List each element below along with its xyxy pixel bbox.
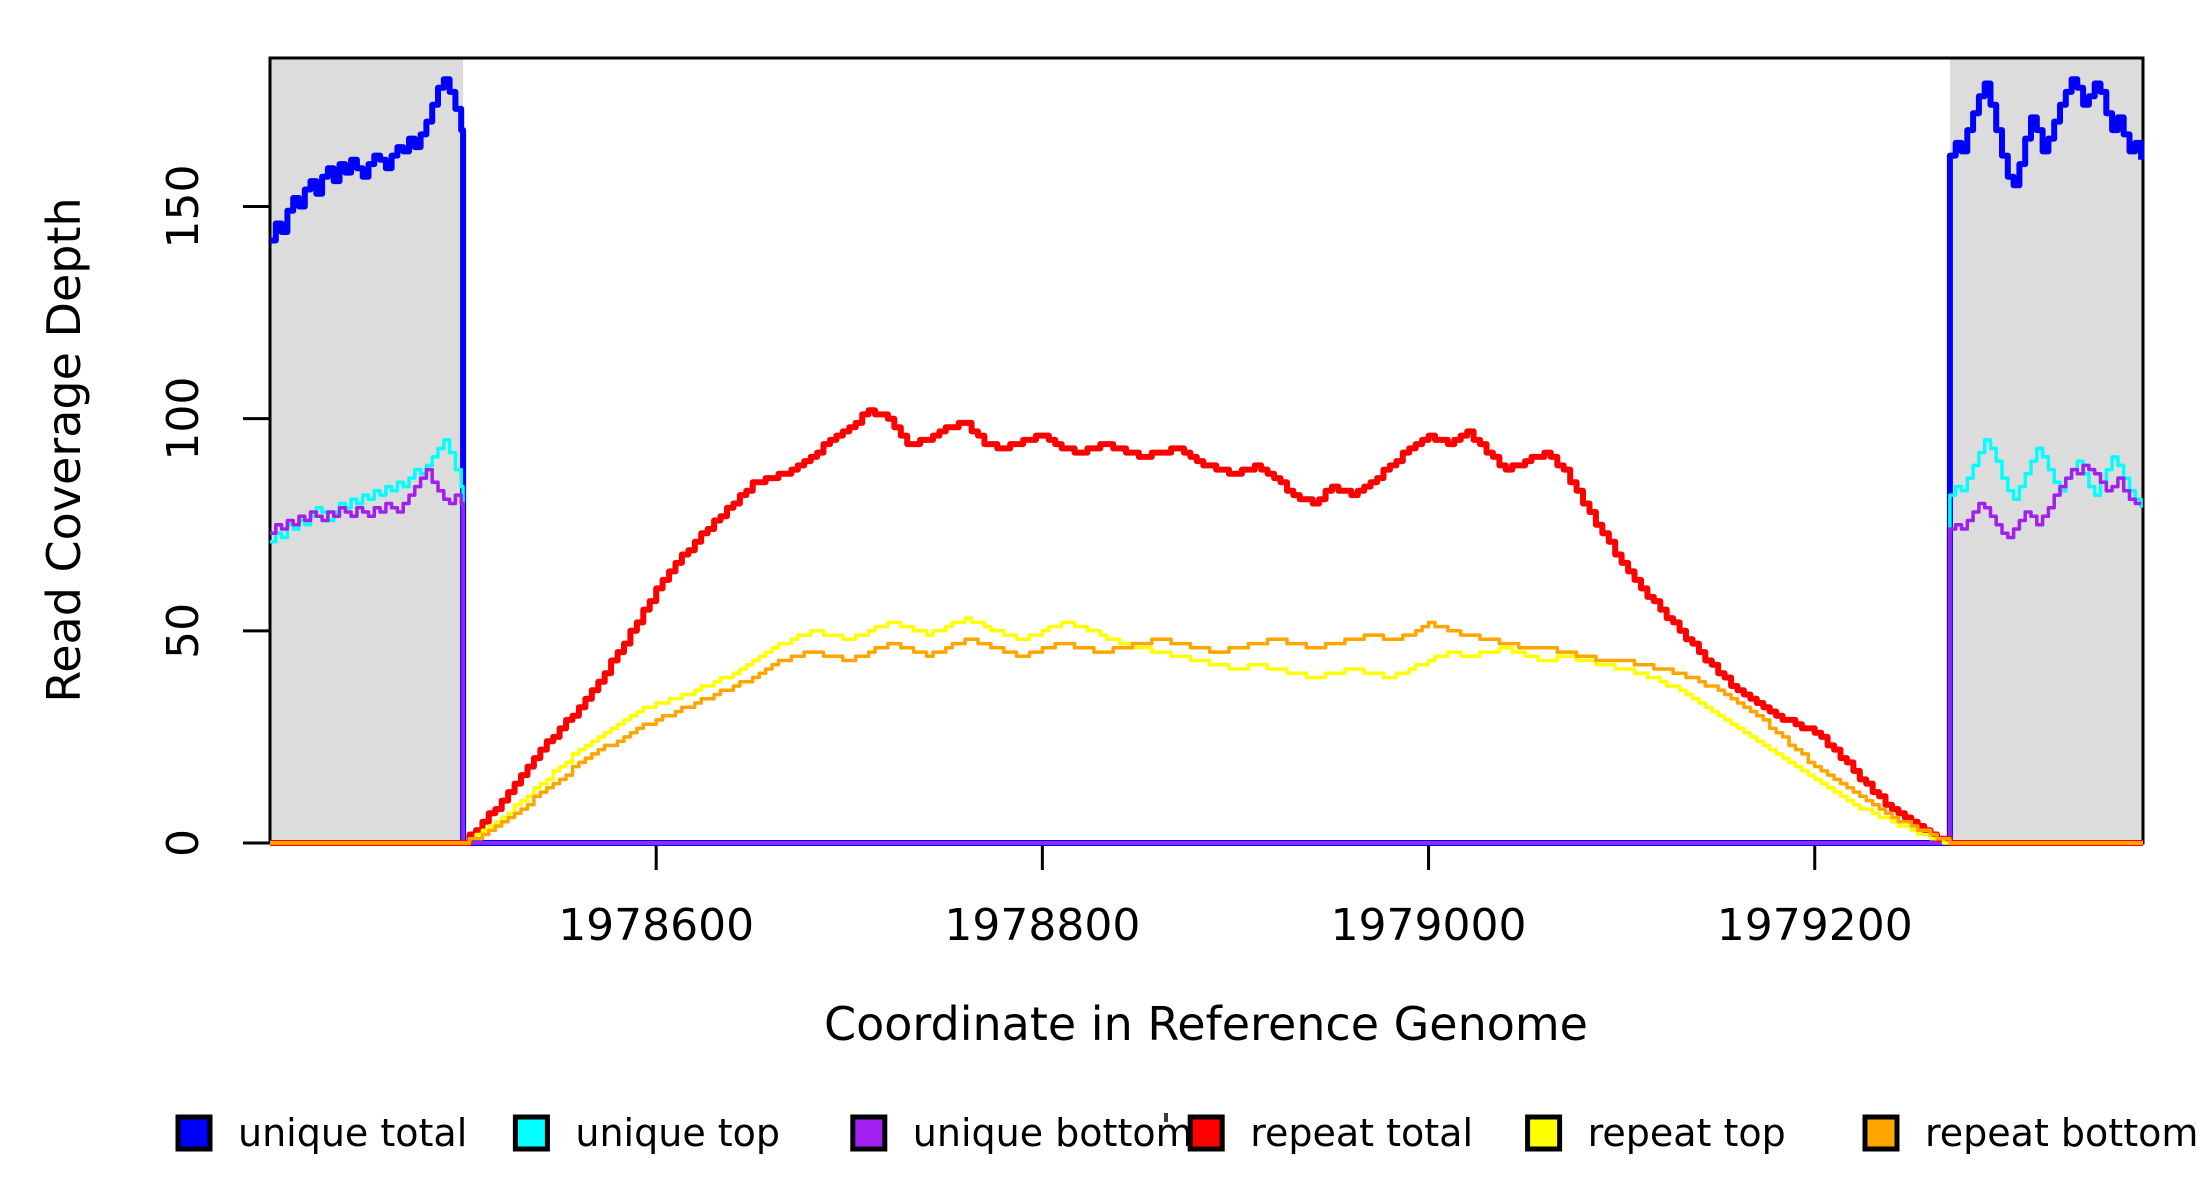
legend-swatch (1525, 1114, 1563, 1152)
legend-swatch (175, 1114, 213, 1152)
series-unique-top (270, 438, 2143, 845)
legend-swatch (512, 1114, 550, 1152)
y-axis-tick-label: 50 (158, 603, 209, 659)
legend-swatch (1862, 1114, 1900, 1152)
legend-item: repeat total (1187, 1111, 1473, 1155)
legend-item: repeat top (1525, 1111, 1786, 1155)
legend-label: unique top (575, 1111, 780, 1155)
series-repeat-bottom (270, 620, 2143, 845)
y-axis-title: Read Coverage Depth (37, 197, 91, 702)
legend-swatch (850, 1114, 888, 1152)
x-axis-tick-label: 1979200 (1717, 900, 1913, 951)
y-axis-tick-label: 150 (158, 165, 209, 249)
legend-item: unique bottom (850, 1111, 1193, 1155)
legend-swatch (1187, 1114, 1225, 1152)
x-axis-tick-label: 1978800 (944, 900, 1140, 951)
legend-label: unique total (238, 1111, 467, 1155)
axes: 1978600 1978800 1979000 1979200 0 50 100 150 (158, 165, 1913, 951)
x-axis-tick-label: 1979000 (1331, 900, 1527, 951)
legend: unique total unique top unique bottom repea… (175, 1111, 2198, 1155)
legend-label: repeat top (1588, 1111, 1786, 1155)
x-axis-title: Coordinate in Reference Genome (824, 997, 1588, 1051)
legend-item: unique total (175, 1111, 467, 1155)
shaded-region (1949, 58, 2143, 843)
legend-label: repeat bottom (1925, 1111, 2198, 1155)
y-axis-tick-label: 0 (158, 829, 209, 857)
stray-mark (1164, 1113, 1168, 1122)
plot-frame (268, 56, 2145, 845)
plot-frame-box (268, 56, 2145, 845)
series-repeat-top (270, 616, 2143, 845)
series-repeat-total (270, 407, 2143, 846)
shaded-regions (270, 58, 2143, 843)
legend-item: unique top (512, 1111, 780, 1155)
series-lines (270, 76, 2145, 846)
series-unique-bottom (270, 463, 2142, 845)
legend-label: unique bottom (913, 1111, 1193, 1155)
legend-item: repeat bottom (1862, 1111, 2198, 1155)
y-axis-tick-label: 100 (158, 377, 209, 461)
legend-label: repeat total (1250, 1111, 1473, 1155)
x-axis-tick-label: 1978600 (558, 900, 754, 951)
